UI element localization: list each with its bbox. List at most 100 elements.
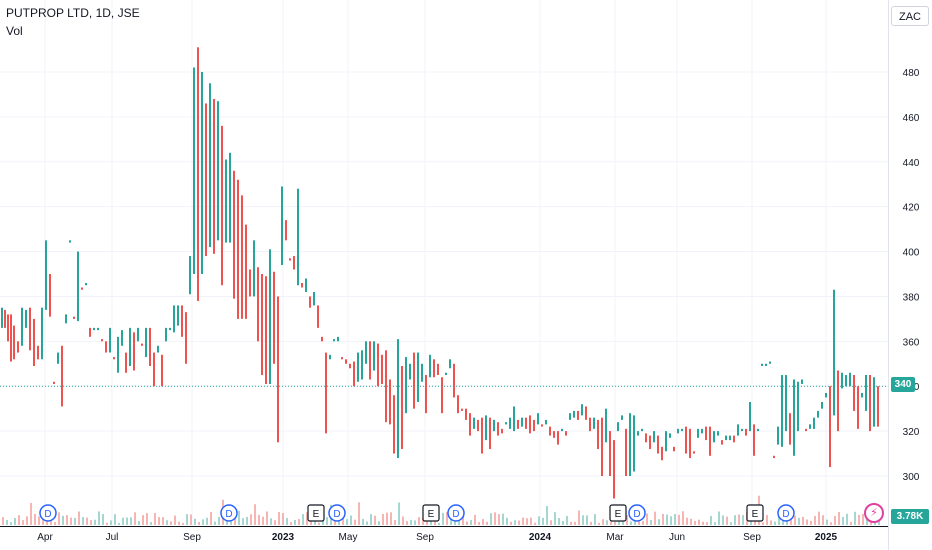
volume-bar: [130, 517, 132, 525]
price-bar: [37, 345, 39, 360]
price-bar: [249, 269, 251, 297]
price-bar: [273, 271, 275, 364]
volume-bar: [154, 513, 156, 525]
earnings-marker-label: E: [615, 509, 622, 520]
volume-bar: [858, 514, 860, 525]
volume-bar: [522, 517, 524, 525]
volume-bar: [6, 520, 8, 525]
price-bar: [201, 72, 203, 274]
volume-bar: [122, 517, 124, 525]
price-bar: [849, 372, 851, 387]
volume-bar: [686, 517, 688, 525]
price-bar: [457, 395, 459, 414]
price-bar: [505, 422, 507, 425]
volume-bar: [770, 520, 772, 525]
price-bar: [725, 435, 727, 441]
price-bar: [13, 325, 15, 360]
price-bar: [357, 352, 359, 382]
price-bar: [297, 188, 299, 286]
price-bar: [781, 375, 783, 447]
price-bar: [217, 101, 219, 241]
volume-bar: [322, 518, 324, 525]
price-bar: [181, 305, 183, 337]
x-tick-label: Sep: [183, 532, 201, 543]
price-bar: [809, 424, 811, 429]
volume-bar: [258, 514, 260, 525]
volume-bar: [694, 521, 696, 525]
volume-bar: [170, 521, 172, 525]
y-tick-label: 440: [903, 158, 920, 169]
price-bar: [321, 336, 323, 342]
volume-bar: [186, 514, 188, 525]
volume-value-tag: 3.78K: [891, 509, 929, 524]
price-bar: [805, 428, 807, 432]
volume-bar: [62, 515, 64, 525]
volume-bar: [702, 521, 704, 525]
volume-bar: [438, 522, 440, 525]
price-bar: [697, 428, 699, 438]
price-bar: [569, 413, 571, 420]
volume-bar: [518, 520, 520, 525]
price-bar: [593, 417, 595, 429]
volume-bar: [150, 522, 152, 525]
volume-bar: [566, 515, 568, 525]
volume-bar: [510, 521, 512, 525]
price-bar: [617, 422, 619, 432]
price-bar: [261, 274, 263, 375]
volume-bar: [726, 516, 728, 525]
price-bar: [85, 282, 87, 286]
price-bar: [269, 249, 271, 384]
price-bar: [449, 359, 451, 369]
price-bar: [245, 224, 247, 319]
price-bar: [165, 327, 167, 342]
price-bar: [853, 375, 855, 411]
volume-bar: [574, 521, 576, 525]
price-bar: [53, 381, 55, 384]
dividend-marker: [777, 504, 795, 522]
volume-bar: [410, 520, 412, 525]
price-bar: [281, 186, 283, 266]
volume-bar: [670, 516, 672, 525]
volume-bar: [642, 520, 644, 525]
volume-bar: [462, 514, 464, 525]
volume-bar: [210, 512, 212, 525]
price-bar: [101, 339, 103, 342]
volume-bar: [294, 519, 296, 525]
price-bar: [257, 267, 259, 342]
price-bar: [397, 339, 399, 459]
volume-bar: [626, 515, 628, 525]
volume-bar: [306, 512, 308, 525]
volume-bar: [326, 517, 328, 525]
volume-bar: [190, 514, 192, 525]
volume-bar: [862, 513, 864, 525]
price-bar: [429, 354, 431, 378]
price-bar: [41, 307, 43, 360]
price-bar: [517, 419, 519, 429]
price-bar: [865, 375, 867, 411]
price-bar: [161, 354, 163, 387]
dividend-marker: [328, 504, 346, 522]
volume-bar: [822, 515, 824, 525]
chart-title: PUTPROP LTD, 1D, JSE: [6, 6, 140, 20]
earnings-marker: [609, 504, 627, 522]
lightning-icon[interactable]: ⚡: [864, 503, 884, 523]
price-bar: [365, 341, 367, 364]
earnings-marker: [422, 504, 440, 522]
volume-bar: [714, 522, 716, 525]
price-bar: [293, 256, 295, 270]
volume-bar: [506, 517, 508, 525]
price-bar: [353, 361, 355, 387]
volume-bar: [158, 517, 160, 525]
dividend-marker-label: D: [452, 509, 459, 520]
price-bar: [345, 359, 347, 364]
price-bar: [817, 410, 819, 418]
currency-selector[interactable]: ZAC: [891, 6, 929, 26]
price-bar: [793, 379, 795, 456]
price-bar: [613, 440, 615, 499]
price-bar: [761, 363, 763, 367]
x-tick-label: Jun: [669, 532, 685, 543]
price-bar: [229, 152, 231, 243]
volume-bar: [350, 515, 352, 525]
volume-bar: [146, 513, 148, 525]
